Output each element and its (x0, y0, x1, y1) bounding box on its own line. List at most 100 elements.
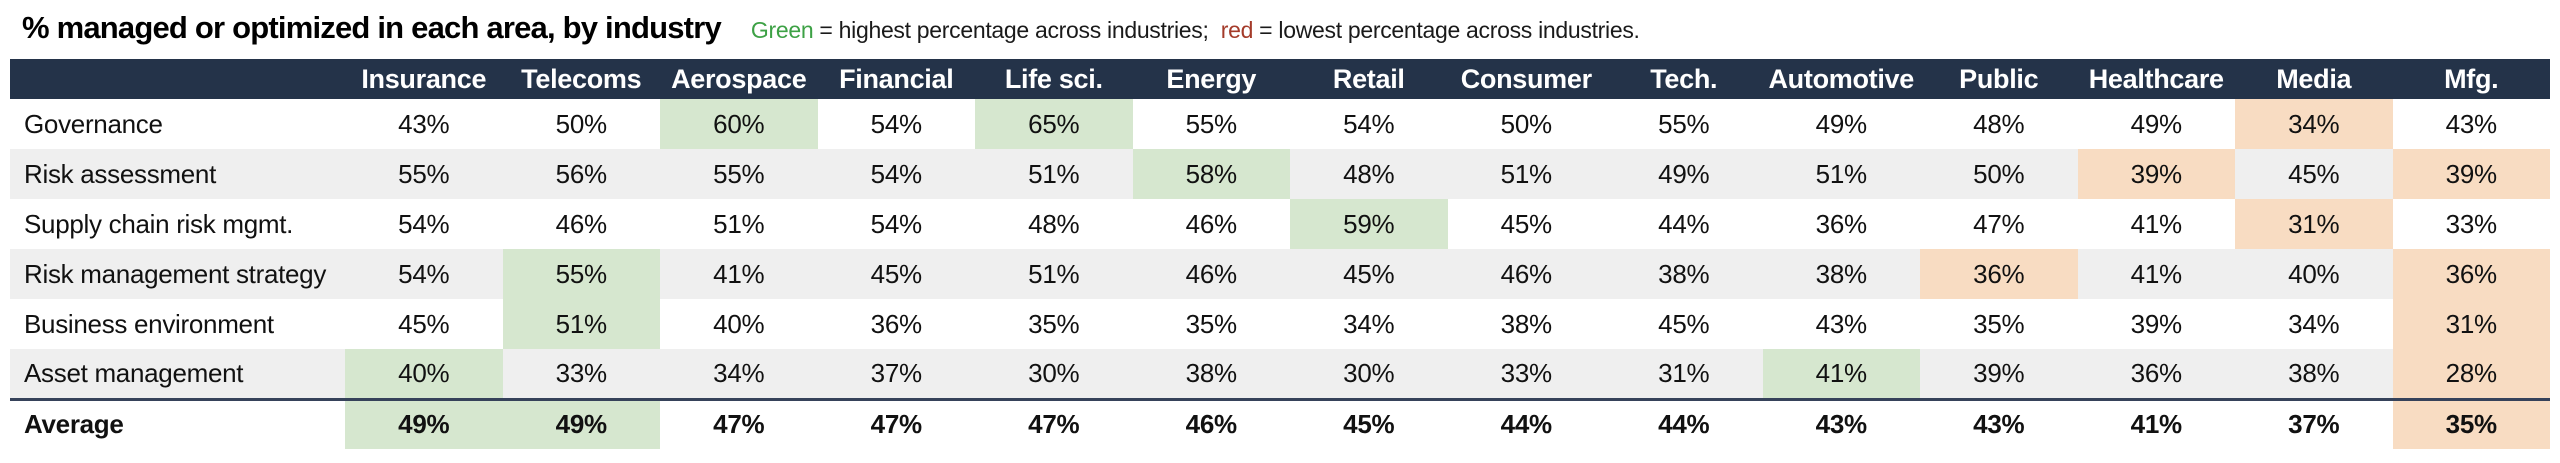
column-header-healthcare: Healthcare (2077, 59, 2235, 99)
table-row: Supply chain risk mgmt. 54% 46% 51% 54% 48% 46… (10, 199, 2550, 249)
table-cell: 33% (2445, 208, 2497, 239)
table-cell: 33% (502, 349, 660, 399)
table-cell: 45% (1500, 208, 1552, 239)
table-cell: 45% (398, 308, 450, 339)
legend-green-label: Green (750, 17, 814, 43)
table-row: Governance 43% 50% 60% 54% 65% 55% 54% 50% 55% 49%… (10, 99, 2550, 149)
table-cell: 54% (870, 108, 922, 139)
table-cell: 44% (1658, 208, 1710, 239)
row-label: Governance (24, 108, 163, 139)
table-cell: 50% (1920, 149, 2078, 199)
table-cell: 49% (1815, 108, 1867, 139)
row-label: Risk management strategy (10, 249, 345, 299)
table-cell: 51% (502, 299, 660, 349)
table-cell: 54% (870, 208, 922, 239)
table-cell: 33% (1447, 349, 1605, 399)
table-cell: 47% (660, 397, 818, 449)
table-cell: 46% (555, 208, 607, 239)
table-cell: 51% (713, 208, 765, 239)
table-cell: 50% (555, 108, 607, 139)
table-cell: 41% (2130, 208, 2182, 239)
column-header-public: Public (1920, 59, 2078, 99)
table-cell: 46% (1447, 249, 1605, 299)
table-cell: 55% (502, 249, 660, 299)
table-cell: 38% (1132, 349, 1290, 399)
table-cell: 51% (1447, 149, 1605, 199)
column-header-automotive: Automotive (1762, 59, 1920, 99)
column-header-life-sci: Life sci. (975, 59, 1133, 99)
table-cell: 41% (660, 249, 818, 299)
table-cell: 45% (1658, 308, 1710, 339)
table-row: Asset management 40% 33% 34% 37% 30% 38% 30% 33%… (10, 349, 2550, 399)
column-header-energy: Energy (1132, 59, 1290, 99)
table-cell: 41% (2077, 249, 2235, 299)
table-cell: 55% (345, 149, 503, 199)
column-header-consumer: Consumer (1447, 59, 1605, 99)
table-cell: 55% (1658, 108, 1710, 139)
column-header-insurance: Insurance (345, 59, 503, 99)
table-cell: 37% (2235, 397, 2393, 449)
table-cell: 39% (2130, 308, 2182, 339)
table-row: Average 49% 49% 47% 47% 47% 46% 45% 44% 44% 43% 43%… (10, 397, 2550, 449)
table-cell: 31% (2235, 199, 2393, 249)
table-cell: 35% (1028, 308, 1080, 339)
table-cell: 34% (2235, 99, 2393, 149)
table-cell: 44% (1447, 397, 1605, 449)
legend: Green = highest percentage across indust… (751, 17, 1640, 44)
table-cell: 65% (975, 99, 1133, 149)
table-cell: 46% (1185, 208, 1237, 239)
table-cell: 46% (1132, 397, 1290, 449)
table-cell: 38% (1605, 249, 1763, 299)
page-header: % managed or optimized in each area, by … (0, 0, 2560, 46)
table-cell: 54% (398, 208, 450, 239)
table-cell: 48% (1028, 208, 1080, 239)
table-cell: 55% (660, 149, 818, 199)
row-label: Average (10, 397, 345, 449)
table-cell: 47% (975, 397, 1133, 449)
table-cell: 41% (1762, 349, 1920, 399)
table-cell: 51% (975, 249, 1133, 299)
table-row: Risk assessment 55% 56% 55% 54% 51% 58% 48% 51% 4… (10, 149, 2550, 199)
table-cell: 43% (1762, 397, 1920, 449)
table-cell: 40% (2235, 249, 2393, 299)
table-cell: 43% (1920, 397, 2078, 449)
table-cell: 36% (870, 308, 922, 339)
column-header-mfg: Mfg. (2392, 59, 2550, 99)
table-cell: 45% (1290, 249, 1448, 299)
table-cell: 39% (1920, 349, 2078, 399)
table-cell: 48% (1973, 108, 2025, 139)
table-cell: 43% (398, 108, 450, 139)
header-row: Insurance Telecoms Aerospace Financial Life … (10, 59, 2550, 99)
row-label: Business environment (24, 308, 274, 339)
table-cell: 35% (1973, 308, 2025, 339)
column-header-telecoms: Telecoms (502, 59, 660, 99)
industry-heatmap-table: Insurance Telecoms Aerospace Financial Life … (10, 59, 2550, 449)
table-cell: 51% (1762, 149, 1920, 199)
table-cell: 45% (2235, 149, 2393, 199)
table-cell: 30% (975, 349, 1133, 399)
table-cell: 44% (1605, 397, 1763, 449)
table-cell: 49% (1605, 149, 1763, 199)
table-cell: 35% (2392, 397, 2550, 449)
corner-cell (10, 59, 345, 99)
legend-red-text: = lowest percentage across industries. (1253, 17, 1640, 43)
table-cell: 28% (2392, 349, 2550, 399)
table-cell: 34% (2288, 308, 2340, 339)
row-label: Supply chain risk mgmt. (24, 208, 294, 239)
table-cell: 41% (2077, 397, 2235, 449)
table-cell: 45% (1290, 397, 1448, 449)
column-header-retail: Retail (1290, 59, 1448, 99)
table-cell: 46% (1132, 249, 1290, 299)
table-cell: 40% (345, 349, 503, 399)
table-cell: 50% (1500, 108, 1552, 139)
table-cell: 45% (817, 249, 975, 299)
table-cell: 37% (817, 349, 975, 399)
table-cell: 58% (1132, 149, 1290, 199)
page-title: % managed or optimized in each area, by … (22, 10, 722, 45)
table-cell: 36% (2077, 349, 2235, 399)
table-cell: 60% (660, 99, 818, 149)
table-cell: 56% (502, 149, 660, 199)
table-cell: 34% (1343, 308, 1395, 339)
row-label: Risk assessment (10, 149, 345, 199)
table-cell: 54% (345, 249, 503, 299)
